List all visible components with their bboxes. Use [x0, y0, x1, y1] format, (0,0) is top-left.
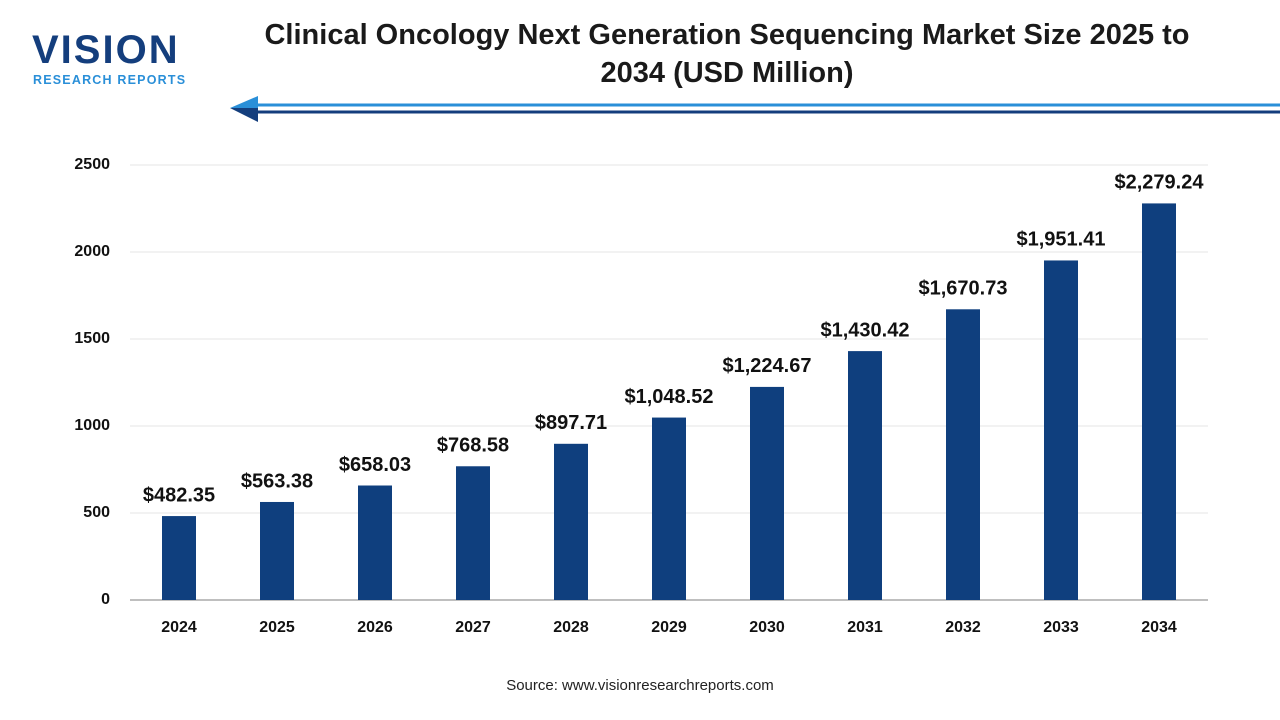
bar: [554, 443, 588, 600]
y-tick-label: 2000: [74, 243, 110, 260]
bar: [358, 485, 392, 600]
x-tick-label: 2024: [161, 619, 197, 636]
x-tick-label: 2034: [1141, 619, 1177, 636]
x-tick-label: 2026: [357, 619, 393, 636]
y-tick-label: 500: [83, 504, 110, 521]
value-label: $1,048.52: [625, 386, 714, 408]
y-tick-label: 1500: [74, 330, 110, 347]
source-note: Source: www.visionresearchreports.com: [506, 677, 774, 694]
y-tick-label: 1000: [74, 417, 110, 434]
value-label: $1,670.73: [919, 278, 1008, 300]
value-label: $658.03: [339, 454, 411, 476]
bar: [946, 309, 980, 600]
value-label: $1,430.42: [821, 319, 910, 341]
x-tick-label: 2030: [749, 619, 785, 636]
bar: [848, 351, 882, 600]
y-tick-label: 0: [101, 591, 110, 608]
x-tick-label: 2028: [553, 619, 589, 636]
x-tick-label: 2027: [455, 619, 491, 636]
chart-title: Clinical Oncology Next Generation Sequen…: [264, 19, 1190, 89]
value-label: $1,951.41: [1017, 229, 1106, 251]
value-label: $768.58: [437, 435, 509, 457]
x-tick-label: 2029: [651, 619, 687, 636]
header-arrow: [230, 96, 1280, 122]
value-label: $897.71: [535, 412, 607, 434]
value-label: $2,279.24: [1115, 172, 1205, 194]
bar: [162, 516, 196, 600]
bar: [456, 466, 490, 600]
bar: [1142, 203, 1176, 601]
value-label: $482.35: [143, 484, 215, 506]
x-tick-label: 2031: [847, 619, 883, 636]
x-tick-label: 2025: [259, 619, 295, 636]
value-label: $1,224.67: [723, 355, 812, 377]
value-label: $563.38: [241, 470, 313, 492]
bar: [1044, 260, 1078, 600]
logo-name: VISION: [32, 28, 180, 72]
bar: [652, 417, 686, 600]
x-tick-label: 2033: [1043, 619, 1079, 636]
bar: [750, 386, 784, 600]
logo-tagline: RESEARCH REPORTS: [33, 73, 187, 87]
y-tick-label: 2500: [74, 156, 110, 173]
bar: [260, 501, 294, 600]
x-tick-label: 2032: [945, 619, 981, 636]
